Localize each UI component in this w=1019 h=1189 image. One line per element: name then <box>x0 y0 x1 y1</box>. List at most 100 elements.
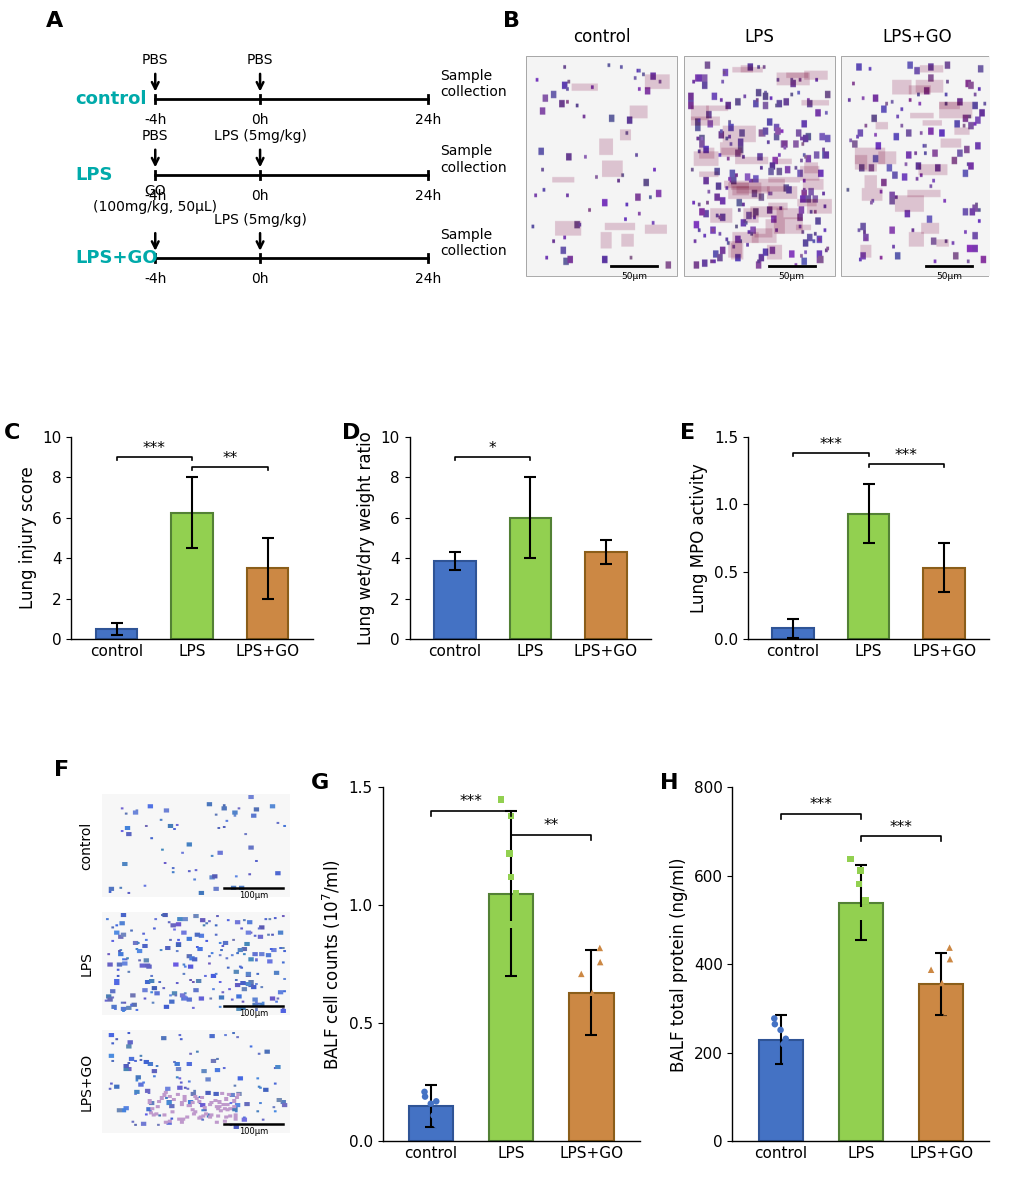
Text: 50μm: 50μm <box>777 272 804 281</box>
Point <box>591 938 607 957</box>
Bar <box>922 567 964 640</box>
Point <box>761 1044 777 1063</box>
Text: F: F <box>54 761 69 780</box>
Point <box>492 938 508 957</box>
Y-axis label: Lung injury score: Lung injury score <box>19 466 37 609</box>
Bar <box>918 984 962 1141</box>
Text: D: D <box>341 423 360 442</box>
Point <box>496 962 513 981</box>
Bar <box>171 512 213 640</box>
Bar <box>683 56 835 276</box>
Text: GO
(100mg/kg, 50μL): GO (100mg/kg, 50μL) <box>93 184 217 214</box>
Point <box>776 1030 793 1049</box>
Text: **: ** <box>222 452 237 466</box>
Text: ***: *** <box>889 819 912 835</box>
Text: 100μm: 100μm <box>238 892 268 900</box>
Text: LPS+GO: LPS+GO <box>79 1052 94 1111</box>
Point <box>578 998 594 1017</box>
Point <box>425 1106 441 1125</box>
Text: LPS: LPS <box>79 951 94 976</box>
Text: Sample
collection: Sample collection <box>440 69 506 99</box>
Point <box>573 993 589 1012</box>
Point <box>507 885 524 904</box>
Point <box>500 844 517 863</box>
Point <box>427 1101 443 1120</box>
Bar <box>510 517 550 640</box>
Text: PBS: PBS <box>142 130 168 143</box>
Bar <box>526 56 677 276</box>
Text: PBS: PBS <box>142 54 168 68</box>
Point <box>502 868 519 887</box>
Bar <box>247 568 288 640</box>
Point <box>591 952 607 971</box>
Text: LPS+GO: LPS+GO <box>75 250 158 268</box>
Text: PBS: PBS <box>247 54 273 68</box>
Point <box>584 983 600 1002</box>
Bar <box>96 629 138 640</box>
Text: ***: *** <box>460 794 482 810</box>
Point <box>922 981 938 1000</box>
Bar <box>569 993 612 1141</box>
Text: 100μm: 100μm <box>238 1127 268 1135</box>
Point <box>492 789 508 809</box>
Point <box>428 1092 444 1111</box>
Bar <box>847 514 889 640</box>
Point <box>852 861 868 880</box>
Text: G: G <box>311 773 328 793</box>
Point <box>576 1028 592 1048</box>
Bar <box>409 1106 452 1141</box>
Bar <box>434 561 475 640</box>
Text: 24h: 24h <box>415 113 440 127</box>
Y-axis label: Lung MPO activity: Lung MPO activity <box>690 463 708 612</box>
Bar <box>585 552 626 640</box>
Point <box>927 989 944 1008</box>
Text: C: C <box>4 423 20 442</box>
Bar <box>838 902 882 1141</box>
Point <box>941 950 957 969</box>
Text: 24h: 24h <box>415 272 440 287</box>
Text: LPS+GO: LPS+GO <box>881 27 951 46</box>
Text: *: * <box>488 441 496 457</box>
Point <box>937 1002 954 1021</box>
Point <box>852 901 868 920</box>
Bar <box>102 794 289 898</box>
Point <box>502 806 519 825</box>
Text: control: control <box>75 90 147 108</box>
Bar <box>841 56 991 276</box>
Point <box>842 927 858 946</box>
Text: 50μm: 50μm <box>935 272 961 281</box>
Text: ***: *** <box>808 798 832 812</box>
Text: LPS: LPS <box>744 27 773 46</box>
Point <box>422 1094 438 1113</box>
Bar <box>488 894 533 1141</box>
Point <box>932 974 949 993</box>
Text: Sample
collection: Sample collection <box>440 144 506 175</box>
Bar <box>771 628 813 640</box>
Point <box>413 1111 429 1130</box>
Point <box>416 1082 432 1101</box>
Point <box>771 1020 788 1039</box>
Point <box>777 1036 794 1055</box>
Text: 100μm: 100μm <box>238 1009 268 1018</box>
Text: -4h: -4h <box>144 113 166 127</box>
Text: -4h: -4h <box>144 189 166 202</box>
Point <box>925 1012 942 1031</box>
Text: **: ** <box>543 818 558 833</box>
Text: E: E <box>680 423 695 442</box>
Text: 0h: 0h <box>251 189 269 202</box>
Text: LPS (5mg/kg): LPS (5mg/kg) <box>213 213 307 227</box>
Y-axis label: BALF cell counts ($10^{7}$/ml): BALF cell counts ($10^{7}$/ml) <box>321 858 342 1070</box>
Point <box>941 938 957 957</box>
Text: 0h: 0h <box>251 272 269 287</box>
Text: A: A <box>46 11 63 31</box>
Text: H: H <box>659 773 679 793</box>
Y-axis label: BALF total protein (ng/ml): BALF total protein (ng/ml) <box>669 857 688 1071</box>
Text: ***: *** <box>818 438 842 452</box>
Point <box>417 1087 433 1106</box>
Point <box>851 907 867 926</box>
Text: Sample
collection: Sample collection <box>440 228 506 258</box>
Text: ***: *** <box>894 448 917 463</box>
Point <box>774 1034 791 1053</box>
Point <box>588 1012 604 1031</box>
Point <box>777 1055 794 1074</box>
